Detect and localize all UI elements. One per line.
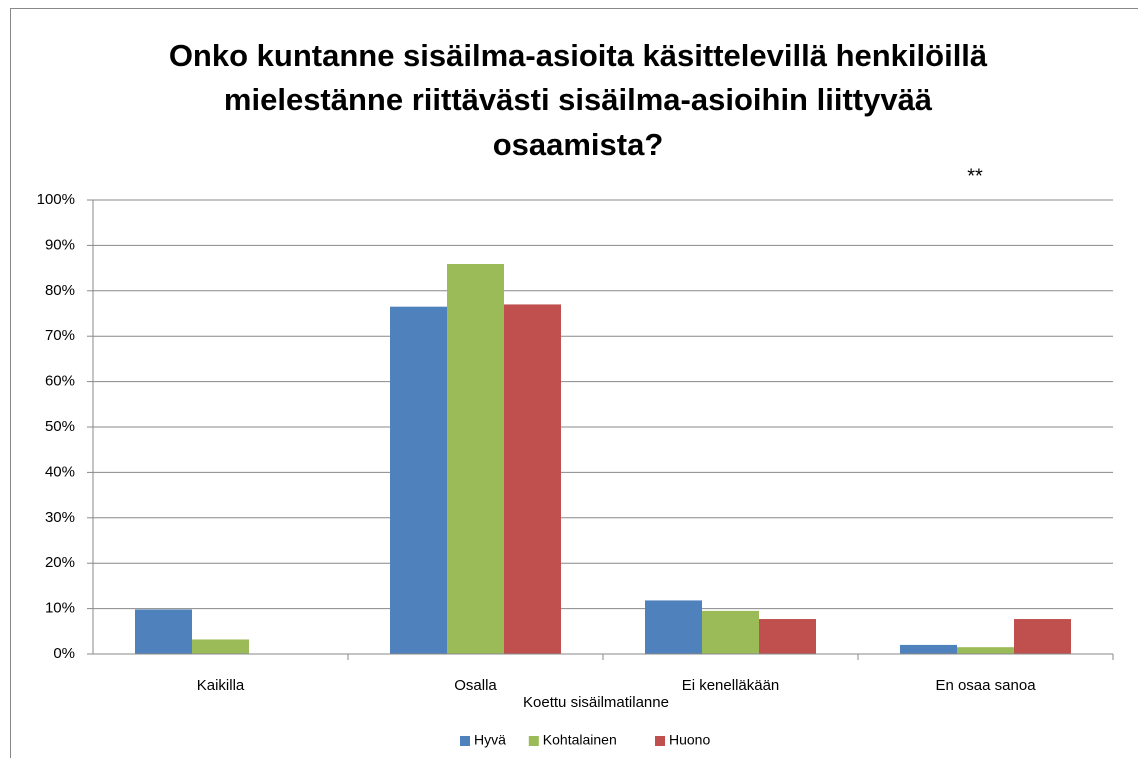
legend-label: Kohtalainen xyxy=(543,732,617,748)
y-tick-label: 30% xyxy=(45,509,75,526)
y-tick-label: 80% xyxy=(45,282,75,299)
bar xyxy=(900,644,957,654)
bar xyxy=(447,264,504,654)
y-tick-label: 40% xyxy=(45,463,75,480)
y-tick-label: 10% xyxy=(45,600,75,617)
legend-swatch xyxy=(460,736,470,746)
x-tick-label: Kaikilla xyxy=(197,677,245,694)
bar xyxy=(759,619,816,654)
legend-label: Huono xyxy=(669,732,710,748)
bar xyxy=(135,609,192,654)
y-tick-label: 60% xyxy=(45,373,75,390)
chart-title: Onko kuntanne sisäilma-asioita käsittele… xyxy=(169,38,988,73)
chart-frame xyxy=(10,8,1138,758)
chart-title: mielestänne riittävästi sisäilma-asioihi… xyxy=(224,82,933,117)
legend-label: Hyvä xyxy=(474,732,506,748)
legend-swatch xyxy=(655,736,665,746)
y-tick-label: 50% xyxy=(45,418,75,435)
bar xyxy=(957,647,1014,654)
x-tick-label: Ei kenelläkään xyxy=(682,677,780,694)
chart-title: osaamista? xyxy=(493,127,664,162)
y-tick-label: 20% xyxy=(45,554,75,571)
annotation: ** xyxy=(967,165,983,187)
bar xyxy=(390,306,447,654)
x-axis-title: Koettu sisäilmatilanne xyxy=(523,694,669,711)
y-tick-label: 90% xyxy=(45,236,75,253)
bar xyxy=(192,639,249,654)
x-tick-label: Osalla xyxy=(454,677,497,694)
bar xyxy=(645,600,702,654)
y-tick-label: 100% xyxy=(37,191,75,208)
y-tick-label: 70% xyxy=(45,327,75,344)
bar xyxy=(702,610,759,654)
legend-swatch xyxy=(528,736,539,746)
bar xyxy=(504,304,561,654)
y-tick-label: 0% xyxy=(53,645,75,662)
x-tick-label: En osaa sanoa xyxy=(935,677,1036,694)
bar xyxy=(1014,619,1071,654)
